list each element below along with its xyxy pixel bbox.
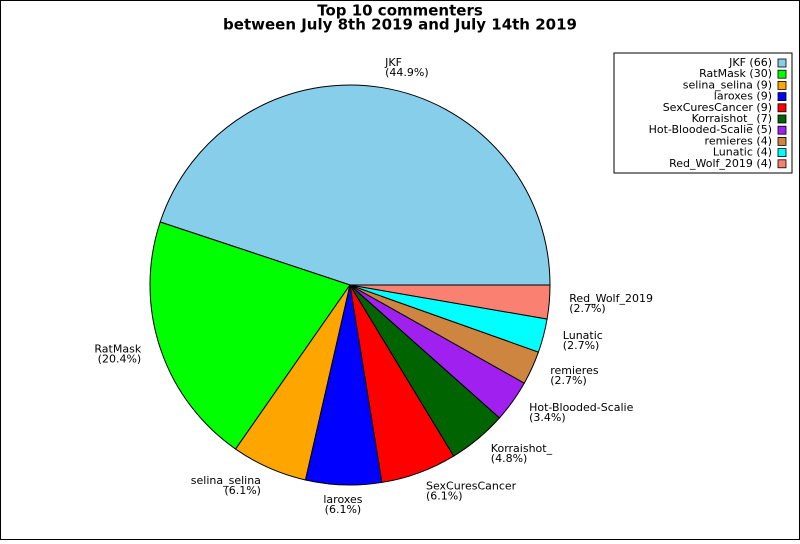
legend-swatch [777,114,787,124]
pie-slice [349,284,551,320]
slice-percentage: (4.8%) [491,452,528,465]
legend-swatch [777,125,787,135]
slice-percentage: (6.1%) [426,489,463,502]
slice-percentage: (2.7%) [550,374,587,387]
legend-swatch [777,148,787,158]
legend-swatch [777,69,787,79]
pie-slice [149,221,351,450]
legend-label: RatMask (30) [699,67,772,80]
slice-percentage: (2.7%) [569,302,606,315]
slice-percentage: (20.4%) [98,352,142,365]
slice-label: Red_Wolf_2019 [569,292,653,305]
legend-label: Hot-Blooded-Scalie (5) [649,123,772,136]
legend-box [613,52,793,174]
slice-label: laroxes [323,493,362,506]
slice-label: remieres [550,364,599,377]
legend-swatch [777,103,787,113]
legend-label: Korraishot_ (7) [692,112,772,125]
slice-label: Hot-Blooded-Scalie [529,401,634,414]
legend-swatch [777,92,787,101]
slice-label: RatMask [94,342,141,355]
legend-swatch [777,58,787,68]
legend-swatch [777,159,787,169]
chart-subtitle: between July 8th 2019 and July 14th 2019 [223,16,577,34]
legend-label: JKF (66) [728,56,772,69]
legend-label: SexCuresCancer (9) [663,101,772,114]
legend-label: Lunatic (4) [713,146,772,159]
legend-label: laroxes (9) [714,90,772,103]
slice-percentage: (6.1%) [224,484,261,497]
slice-label: Korraishot_ [491,442,553,455]
legend-label: remieres (4) [705,134,772,147]
slice-percentage: (44.9%) [385,66,429,79]
slice-percentage: (6.1%) [325,503,362,516]
slice-percentage: (3.4%) [529,411,566,424]
slice-label: Lunatic [563,329,603,342]
slice-label: selina_selina [191,474,261,487]
legend-label: Red_Wolf_2019 (4) [669,157,772,170]
legend-label: selina_selina (9) [683,78,772,91]
slice-percentage: (2.7%) [563,339,600,352]
slice-label: SexCuresCancer [426,479,517,492]
pie-slice [159,84,551,286]
slice-label: JKF [384,56,402,69]
chart-title: Top 10 commenters [317,2,483,20]
legend-swatch [777,136,787,146]
legend-swatch [777,81,787,90]
